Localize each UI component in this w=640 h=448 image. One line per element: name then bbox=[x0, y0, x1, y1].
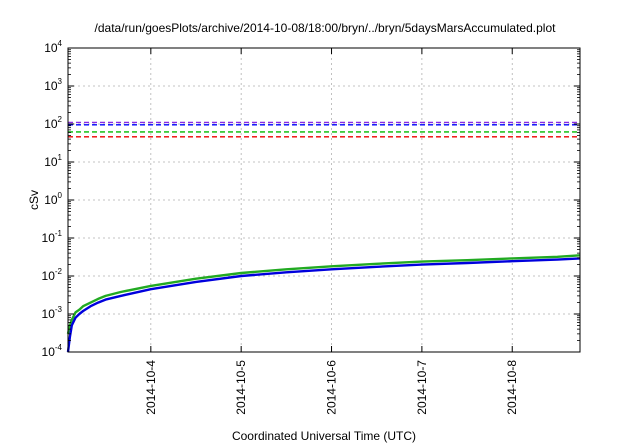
reference-lines bbox=[68, 121, 580, 138]
series-line bbox=[66, 257, 581, 353]
grid bbox=[68, 48, 580, 352]
y-tick-label: 104 bbox=[44, 39, 62, 55]
y-tick-label: 10-2 bbox=[42, 267, 63, 283]
series-group bbox=[66, 254, 581, 353]
y-tick-label: 10-4 bbox=[42, 343, 63, 359]
y-tick-label: 103 bbox=[44, 77, 62, 93]
series-line bbox=[66, 254, 581, 335]
y-axis-label: cSv bbox=[27, 190, 41, 210]
x-axis-label: Coordinated Universal Time (UTC) bbox=[232, 429, 416, 443]
x-axis-ticks: 2014-10-4 2014-10-5 2014-10-6 2014-10-7 2014… bbox=[144, 48, 519, 415]
chart-title: /data/run/goesPlots/archive/2014-10-08/1… bbox=[95, 21, 557, 35]
x-tick-label: 2014-10-8 bbox=[505, 360, 519, 415]
y-tick-label: 102 bbox=[44, 115, 62, 131]
x-tick-label: 2014-10-5 bbox=[234, 360, 248, 415]
x-tick-label: 2014-10-6 bbox=[325, 360, 339, 415]
y-tick-label: 10-1 bbox=[42, 229, 63, 245]
y-axis-ticks: 10-4 10-3 10-2 10-1 100 101 102 103 104 bbox=[42, 39, 580, 359]
y-tick-label: 100 bbox=[44, 191, 62, 207]
y-tick-label: 10-3 bbox=[42, 305, 63, 321]
x-tick-label: 2014-10-7 bbox=[415, 360, 429, 415]
x-tick-label: 2014-10-4 bbox=[144, 360, 158, 415]
y-tick-label: 101 bbox=[44, 153, 62, 169]
